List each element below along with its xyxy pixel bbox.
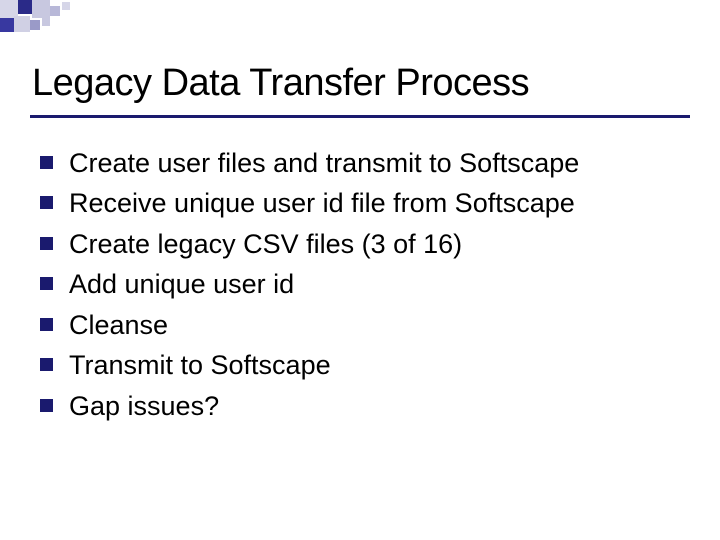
bullet-text: Receive unique user id file from Softsca… [69,185,575,221]
bullet-text: Cleanse [69,307,168,343]
bullet-square-icon [40,399,53,412]
bullet-square-icon [40,358,53,371]
decoration-square [0,18,14,32]
decoration-square [30,20,40,30]
list-item: Receive unique user id file from Softsca… [40,185,680,221]
bullet-text: Add unique user id [69,266,294,302]
list-item: Cleanse [40,307,680,343]
list-item: Gap issues? [40,388,680,424]
bullet-text: Create legacy CSV files (3 of 16) [69,226,462,262]
bullet-square-icon [40,318,53,331]
bullet-text: Transmit to Softscape [69,347,331,383]
bullet-square-icon [40,277,53,290]
decoration-square [14,16,30,32]
bullet-list: Create user files and transmit to Softsc… [40,145,680,428]
decoration-square [62,2,70,10]
list-item: Create legacy CSV files (3 of 16) [40,226,680,262]
decoration-square [42,18,50,26]
list-item: Add unique user id [40,266,680,302]
corner-decoration [0,0,120,40]
bullet-square-icon [40,156,53,169]
list-item: Transmit to Softscape [40,347,680,383]
decoration-square [50,6,60,16]
slide-title: Legacy Data Transfer Process [32,62,529,105]
bullet-text: Gap issues? [69,388,219,424]
decoration-square [18,0,32,14]
bullet-square-icon [40,237,53,250]
decoration-square [32,0,50,18]
title-underline [30,115,690,118]
bullet-square-icon [40,196,53,209]
list-item: Create user files and transmit to Softsc… [40,145,680,181]
bullet-text: Create user files and transmit to Softsc… [69,145,579,181]
